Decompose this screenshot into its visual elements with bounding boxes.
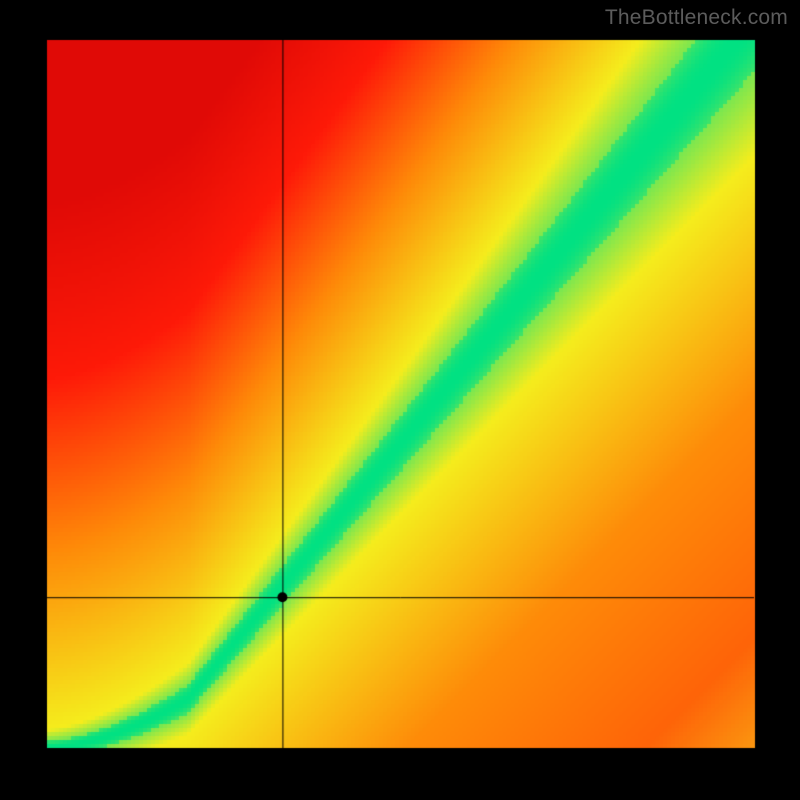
watermark: TheBottleneck.com [605,6,788,30]
bottleneck-heatmap [0,0,800,800]
